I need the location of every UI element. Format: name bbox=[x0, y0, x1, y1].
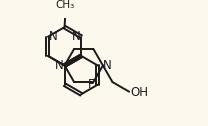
Text: CH₃: CH₃ bbox=[56, 0, 75, 10]
Text: OH: OH bbox=[130, 86, 149, 99]
Text: F: F bbox=[88, 78, 95, 91]
Text: N: N bbox=[103, 59, 112, 72]
Text: N: N bbox=[55, 58, 64, 72]
Text: N: N bbox=[72, 30, 80, 43]
Text: N: N bbox=[49, 30, 58, 43]
